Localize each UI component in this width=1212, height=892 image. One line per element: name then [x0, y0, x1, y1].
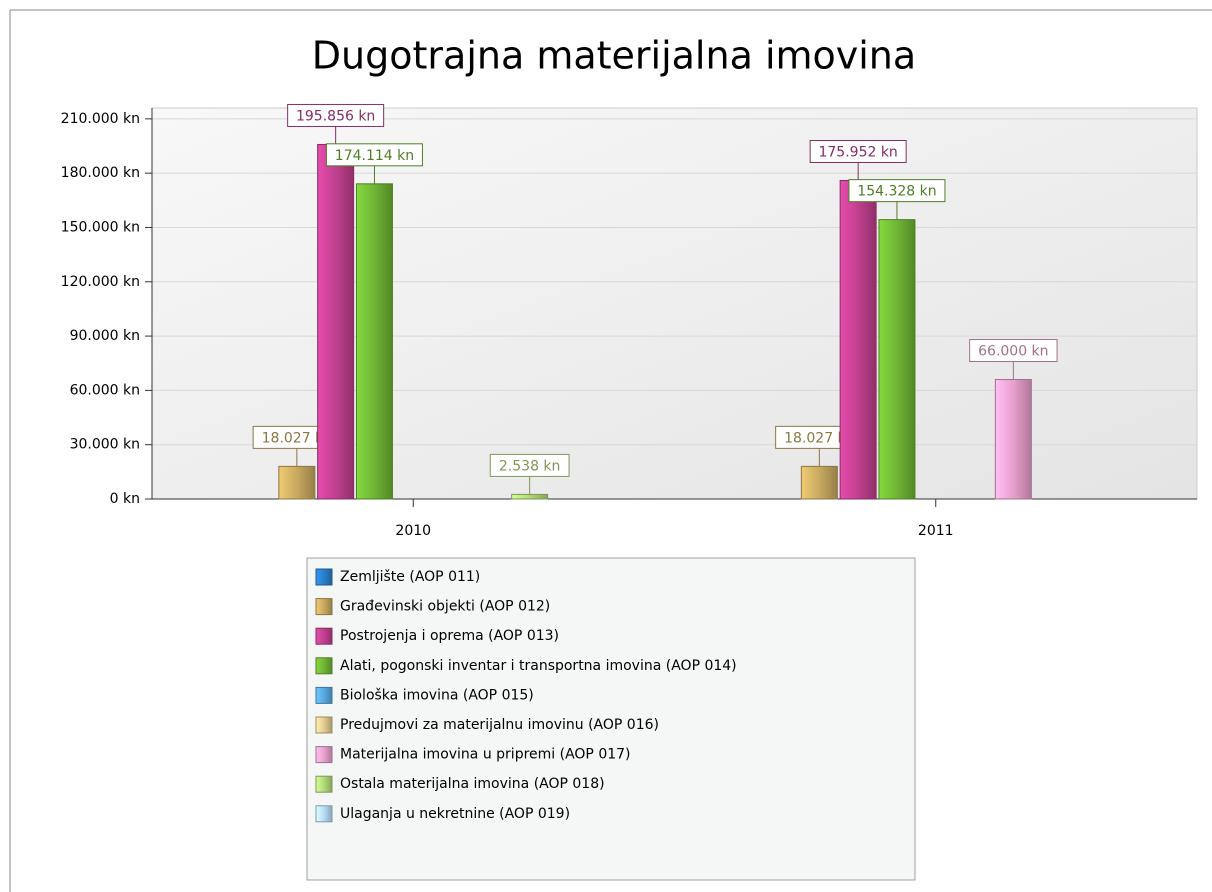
value-label: 2.538 kn [499, 458, 561, 474]
x-tick-label: 2011 [918, 523, 954, 539]
value-label: 175.952 kn [818, 144, 897, 160]
y-tick-label: 150.000 kn [61, 219, 140, 235]
y-tick-label: 60.000 kn [70, 382, 140, 398]
bar [994, 379, 1032, 500]
legend [306, 557, 916, 881]
legend-swatch [315, 627, 333, 645]
legend-label: Građevinski objekti (AOP 012) [340, 599, 550, 615]
y-tick-label: 180.000 kn [61, 165, 140, 181]
y-tick-label: 30.000 kn [70, 437, 140, 453]
legend-swatch [315, 686, 333, 704]
label-box [848, 179, 946, 203]
value-label: 195.856 kn [296, 108, 375, 124]
chart-title: Dugotrajna materijalna imovina [312, 34, 916, 78]
legend-label: Predujmovi za materijalnu imovinu (AOP 0… [340, 717, 659, 733]
y-tick-label: 210.000 kn [61, 111, 140, 127]
legend-swatch [315, 805, 333, 823]
label-box [809, 139, 907, 163]
y-tick-label: 120.000 kn [61, 274, 140, 290]
value-label: 154.328 kn [857, 184, 936, 200]
bar [511, 493, 549, 500]
bar [839, 179, 877, 500]
bar [355, 183, 393, 500]
legend-label: Postrojenja i oprema (AOP 013) [340, 628, 559, 644]
legend-swatch [315, 568, 333, 586]
legend-swatch [315, 746, 333, 764]
legend-label: Ulaganja u nekretnine (AOP 019) [340, 806, 570, 822]
bar [278, 465, 316, 500]
value-label: 174.114 kn [335, 148, 414, 164]
legend-label: Biološka imovina (AOP 015) [340, 687, 534, 703]
legend-swatch [315, 775, 333, 793]
bar [878, 219, 916, 500]
bar [800, 465, 838, 500]
label-box [287, 103, 385, 127]
label-box [969, 339, 1058, 363]
label-box [325, 143, 423, 167]
value-label: 18.027 kn [784, 430, 854, 446]
legend-label: Alati, pogonski inventar i transportna i… [340, 658, 737, 674]
value-label: 66.000 kn [978, 344, 1048, 360]
label-box [489, 453, 570, 477]
legend-swatch [315, 716, 333, 734]
legend-swatch [315, 598, 333, 616]
value-label: 18.027 kn [262, 430, 332, 446]
y-tick-label: 0 kn [110, 491, 140, 507]
legend-label: Ostala materijalna imovina (AOP 018) [340, 776, 605, 792]
x-tick-label: 2010 [395, 523, 431, 539]
bar [317, 143, 355, 500]
y-tick-label: 90.000 kn [70, 328, 140, 344]
legend-swatch [315, 657, 333, 675]
legend-label: Materijalna imovina u pripremi (AOP 017) [340, 747, 631, 763]
legend-label: Zemljište (AOP 011) [340, 569, 480, 585]
